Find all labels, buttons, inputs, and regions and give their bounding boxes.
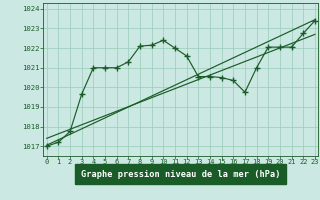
X-axis label: Graphe pression niveau de la mer (hPa): Graphe pression niveau de la mer (hPa) bbox=[81, 170, 281, 179]
